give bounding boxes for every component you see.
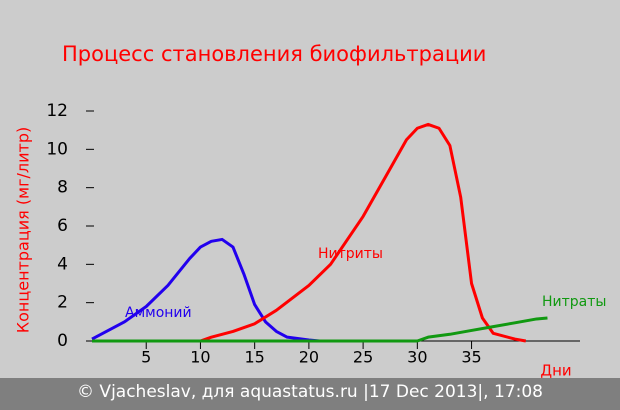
legend-label: Нитриты xyxy=(318,246,383,262)
y-tick-label: 4 xyxy=(57,254,68,274)
footer: © Vjacheslav, для aquastatus.ru |17 Dec … xyxy=(77,382,543,402)
footer-bar xyxy=(0,378,620,410)
series-line xyxy=(91,237,320,343)
series-line xyxy=(199,122,527,343)
chart-title: Процесс становления биофильтрации xyxy=(62,42,486,66)
y-tick-label: 10 xyxy=(46,139,68,159)
y-tick-label: 6 xyxy=(57,216,68,236)
x-tick-label: 15 xyxy=(244,348,264,367)
x-tick-label: 10 xyxy=(190,348,210,367)
legend-label: Нитраты xyxy=(542,294,606,310)
x-tick-label: 20 xyxy=(299,348,319,367)
x-tick-label: 35 xyxy=(461,348,481,367)
y-tick-label: 8 xyxy=(57,178,68,198)
y-tick-label: 0 xyxy=(57,331,68,351)
legend-label: Аммоний xyxy=(125,305,192,321)
y-tick-label: 2 xyxy=(57,293,68,313)
series-line xyxy=(92,316,548,343)
x-axis-label: Дни xyxy=(540,362,571,380)
y-axis-label: Концентрация (мг/литр) xyxy=(14,127,33,334)
y-tick-label: 12 xyxy=(46,101,68,121)
x-tick-label: 5 xyxy=(141,348,151,367)
x-tick-label: 30 xyxy=(407,348,427,367)
x-tick-label: 25 xyxy=(353,348,373,367)
